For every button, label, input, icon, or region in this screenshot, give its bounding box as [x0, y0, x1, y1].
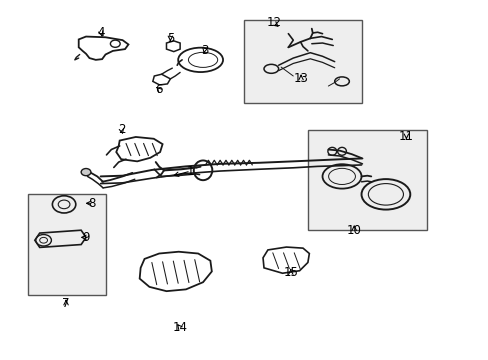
Text: 2: 2: [118, 123, 125, 136]
Text: 5: 5: [166, 32, 174, 45]
Text: 7: 7: [62, 297, 70, 310]
Text: 4: 4: [97, 27, 105, 40]
Bar: [27, 194, 105, 295]
Text: 15: 15: [283, 266, 298, 279]
Circle shape: [81, 168, 91, 176]
Text: 12: 12: [265, 17, 281, 30]
Text: 9: 9: [82, 231, 90, 244]
Text: 13: 13: [293, 72, 308, 85]
Bar: [307, 130, 427, 230]
Text: 14: 14: [172, 321, 187, 334]
Text: 1: 1: [187, 165, 194, 177]
Text: 11: 11: [398, 130, 413, 143]
Text: 6: 6: [155, 83, 163, 96]
Text: 10: 10: [346, 224, 361, 237]
Text: 3: 3: [201, 44, 208, 57]
Bar: [244, 21, 361, 103]
Text: 8: 8: [88, 197, 96, 210]
